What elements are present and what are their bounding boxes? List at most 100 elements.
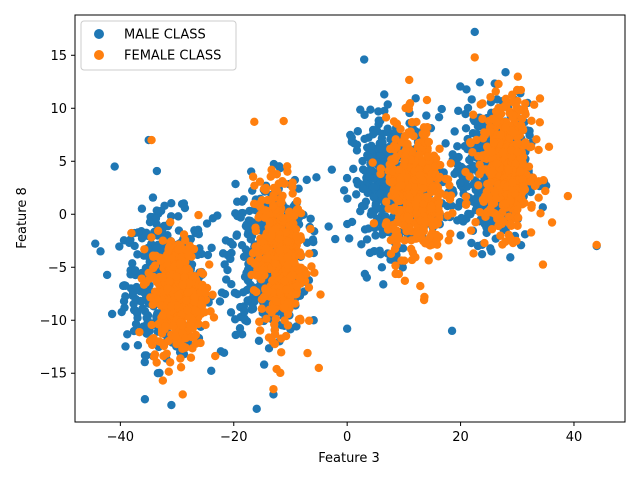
female-point — [391, 261, 400, 270]
male-point — [128, 259, 137, 268]
female-point — [198, 269, 208, 279]
female-point — [250, 181, 259, 190]
male-point — [343, 194, 352, 203]
male-point — [203, 250, 213, 260]
female-point — [169, 321, 178, 330]
female-point — [505, 108, 514, 118]
male-point — [131, 319, 141, 329]
female-point — [404, 205, 414, 214]
x-tick-label: 0 — [343, 430, 351, 445]
female-point — [292, 281, 302, 291]
female-point — [535, 118, 545, 127]
female-point — [175, 260, 185, 269]
female-point — [516, 154, 525, 163]
female-point — [412, 117, 421, 127]
female-point — [393, 196, 403, 206]
male-point — [213, 211, 222, 220]
male-point — [358, 156, 367, 166]
female-point — [252, 246, 261, 256]
female-point — [496, 130, 505, 140]
y-tick-label: 5 — [59, 155, 67, 170]
female-point — [295, 314, 305, 324]
female-point — [412, 228, 422, 238]
female-point — [302, 269, 311, 279]
female-point — [196, 338, 205, 348]
female-point — [277, 348, 286, 357]
female-point — [288, 182, 297, 192]
female-point — [424, 256, 433, 265]
female-point — [516, 121, 526, 130]
female-point — [405, 100, 414, 109]
female-point — [412, 209, 421, 218]
female-point — [512, 139, 521, 149]
female-point — [276, 334, 286, 343]
male-point — [207, 243, 216, 253]
female-point — [186, 321, 195, 331]
female-point — [427, 204, 436, 213]
male-point — [454, 106, 463, 116]
female-point — [257, 196, 267, 205]
female-point — [184, 251, 193, 260]
female-point — [310, 268, 319, 277]
female-point — [152, 358, 161, 367]
legend-marker-female — [94, 50, 104, 60]
plot-frame — [74, 14, 626, 423]
y-axis-label: Feature 8 — [15, 187, 30, 249]
male-point — [461, 109, 470, 119]
x-axis-label: Feature 3 — [318, 451, 380, 466]
female-point — [466, 226, 476, 235]
male-point — [118, 281, 128, 291]
female-point — [291, 290, 300, 299]
male-point — [467, 95, 476, 104]
male-point — [357, 201, 367, 211]
female-point — [179, 230, 189, 239]
female-point — [397, 256, 406, 265]
female-point — [305, 249, 314, 258]
female-point — [176, 363, 186, 372]
female-point — [527, 116, 536, 126]
female-point — [504, 212, 514, 221]
male-point — [450, 169, 459, 179]
female-point — [434, 204, 443, 213]
female-point — [270, 320, 279, 329]
female-point — [428, 221, 437, 231]
female-point — [461, 167, 470, 177]
male-point — [235, 324, 245, 333]
female-point — [296, 251, 306, 260]
male-point — [222, 275, 231, 284]
female-point — [316, 290, 325, 299]
male-point — [252, 404, 261, 414]
male-point — [240, 272, 250, 281]
female-point — [249, 285, 259, 295]
male-point — [376, 204, 386, 213]
female-point — [268, 170, 277, 180]
male-point — [379, 280, 388, 289]
female-point — [259, 184, 269, 194]
male-point — [455, 178, 465, 188]
female-point — [421, 239, 430, 248]
female-point — [280, 303, 289, 312]
male-point — [232, 230, 242, 239]
male-point — [121, 342, 130, 351]
male-point — [339, 186, 349, 195]
female-point — [158, 376, 168, 385]
male-point — [202, 219, 212, 228]
female-point — [471, 218, 480, 227]
female-point — [393, 235, 403, 244]
female-point — [435, 144, 444, 153]
female-point — [179, 342, 188, 351]
female-point — [534, 145, 543, 155]
female-point — [283, 253, 292, 263]
female-point — [416, 281, 425, 291]
female-point — [376, 169, 385, 179]
female-point — [269, 384, 278, 394]
female-point — [200, 288, 210, 297]
male-point — [167, 199, 176, 208]
male-point — [180, 203, 190, 213]
female-point — [283, 260, 293, 270]
male-point — [240, 314, 249, 323]
female-point — [139, 280, 149, 289]
female-point — [428, 182, 437, 192]
female-point — [147, 233, 156, 242]
female-point — [270, 259, 280, 268]
